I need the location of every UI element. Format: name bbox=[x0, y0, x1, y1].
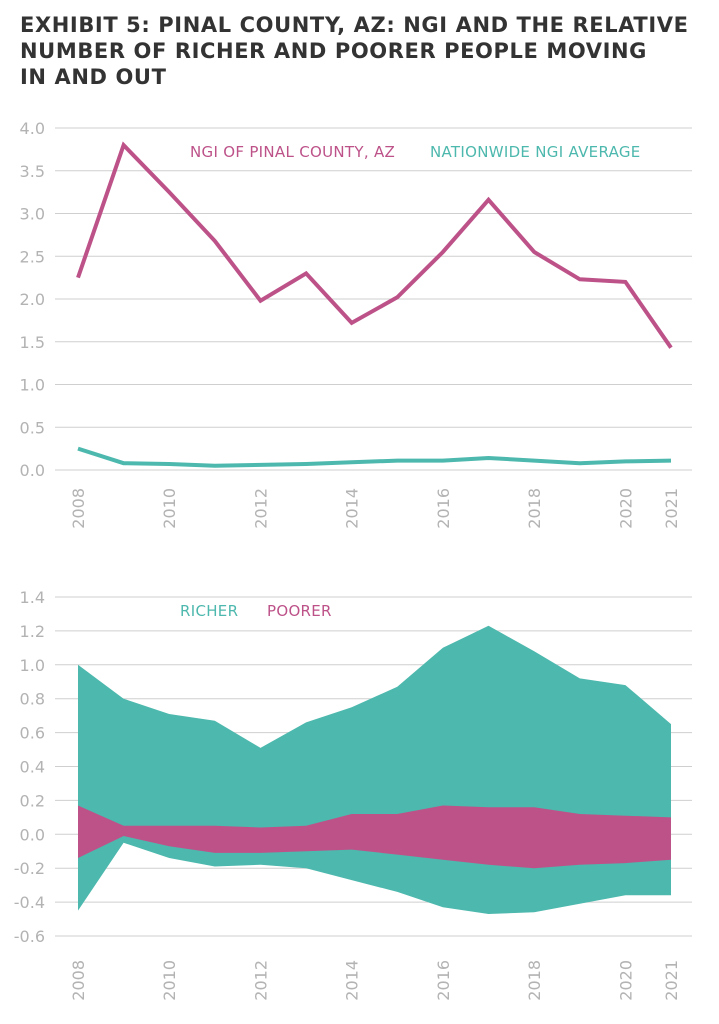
ngi-x-tick-label: 2014 bbox=[343, 488, 362, 529]
ngi-x-tick-label: 2018 bbox=[525, 488, 544, 529]
ngi-y-tick-label: 3.5 bbox=[20, 162, 45, 181]
chart-title-line-2: NUMBER OF RICHER AND POORER PEOPLE MOVIN… bbox=[20, 39, 648, 63]
flow-y-tick-label: 0.4 bbox=[20, 758, 45, 777]
chart-title-line-1: EXHIBIT 5: PINAL COUNTY, AZ: NGI AND THE… bbox=[20, 13, 689, 37]
flow-y-tick-label: 1.4 bbox=[20, 588, 45, 607]
ngi-y-tick-label: 0.0 bbox=[20, 461, 45, 480]
flow-y-tick-label: -0.6 bbox=[14, 927, 45, 946]
flow-y-tick-label: 0.0 bbox=[20, 825, 45, 844]
flow-x-tick-label: 2012 bbox=[251, 960, 270, 1001]
flow-y-tick-label: -0.2 bbox=[14, 859, 45, 878]
ngi-x-tick-label: 2020 bbox=[616, 488, 635, 529]
ngi-x-tick-labels: 2008 2010 2012 2014 2016 2018 2020 2021 bbox=[69, 488, 681, 529]
ngi-series-lines bbox=[76, 141, 673, 468]
legend-ngi-nationwide: NATIONWIDE NGI AVERAGE bbox=[430, 143, 641, 161]
series-line-ngi-pinal bbox=[76, 141, 673, 349]
ngi-x-tick-label: 2016 bbox=[434, 488, 453, 529]
flow-x-tick-label: 2020 bbox=[616, 960, 635, 1001]
ngi-y-tick-label: 2.0 bbox=[20, 290, 45, 309]
chart-title-line-3: IN AND OUT bbox=[20, 65, 167, 89]
flow-x-tick-label: 2014 bbox=[343, 960, 362, 1001]
flow-x-tick-label: 2018 bbox=[525, 960, 544, 1001]
richer-poorer-area-chart: -0.6 -0.4 -0.2 0.0 0.2 0.4 0.6 0.8 1.0 1.2 1.4 200… bbox=[14, 588, 692, 1001]
series-area-richer bbox=[78, 625, 671, 914]
ngi-x-tick-label: 2012 bbox=[251, 488, 270, 529]
series-line-ngi-nationwide bbox=[77, 446, 672, 468]
ngi-y-tick-label: 1.0 bbox=[20, 376, 45, 395]
ngi-line-chart: 0.0 0.5 1.0 1.5 2.0 2.5 3.0 3.5 4.0 2008 2010 2012… bbox=[20, 119, 692, 529]
flow-x-tick-label: 2010 bbox=[160, 960, 179, 1001]
ngi-y-tick-label: 2.5 bbox=[20, 247, 45, 266]
flow-y-tick-label: 0.2 bbox=[20, 791, 45, 810]
ngi-x-tick-label: 2008 bbox=[69, 488, 88, 529]
legend-ngi-pinal: NGI OF PINAL COUNTY, AZ bbox=[190, 143, 395, 161]
legend-poorer: POORER bbox=[267, 602, 332, 620]
ngi-y-tick-label: 3.0 bbox=[20, 205, 45, 224]
flow-y-tick-labels: -0.6 -0.4 -0.2 0.0 0.2 0.4 0.6 0.8 1.0 1.2 1.4 bbox=[14, 588, 45, 946]
flow-x-tick-labels: 2008 2010 2012 2014 2016 2018 2020 2021 bbox=[69, 960, 681, 1001]
chart-title: EXHIBIT 5: PINAL COUNTY, AZ: NGI AND THE… bbox=[20, 12, 710, 90]
flow-y-tick-label: -0.4 bbox=[14, 893, 45, 912]
ngi-x-tick-label: 2010 bbox=[160, 488, 179, 529]
legend-richer: RICHER bbox=[180, 602, 238, 620]
ngi-x-tick-label: 2021 bbox=[662, 488, 681, 529]
flow-y-tick-label: 0.8 bbox=[20, 690, 45, 709]
series-area-poorer bbox=[78, 805, 671, 869]
flow-x-tick-label: 2021 bbox=[662, 960, 681, 1001]
flow-y-tick-label: 0.6 bbox=[20, 724, 45, 743]
flow-series-areas bbox=[78, 625, 671, 914]
ngi-y-tick-label: 4.0 bbox=[20, 119, 45, 138]
flow-x-tick-label: 2016 bbox=[434, 960, 453, 1001]
ngi-y-tick-label: 1.5 bbox=[20, 333, 45, 352]
ngi-y-tick-label: 0.5 bbox=[20, 418, 45, 437]
ngi-gridlines bbox=[55, 127, 692, 471]
flow-y-tick-label: 1.0 bbox=[20, 656, 45, 675]
flow-x-tick-label: 2008 bbox=[69, 960, 88, 1001]
ngi-y-tick-labels: 0.0 0.5 1.0 1.5 2.0 2.5 3.0 3.5 4.0 bbox=[20, 119, 45, 480]
flow-y-tick-label: 1.2 bbox=[20, 622, 45, 641]
